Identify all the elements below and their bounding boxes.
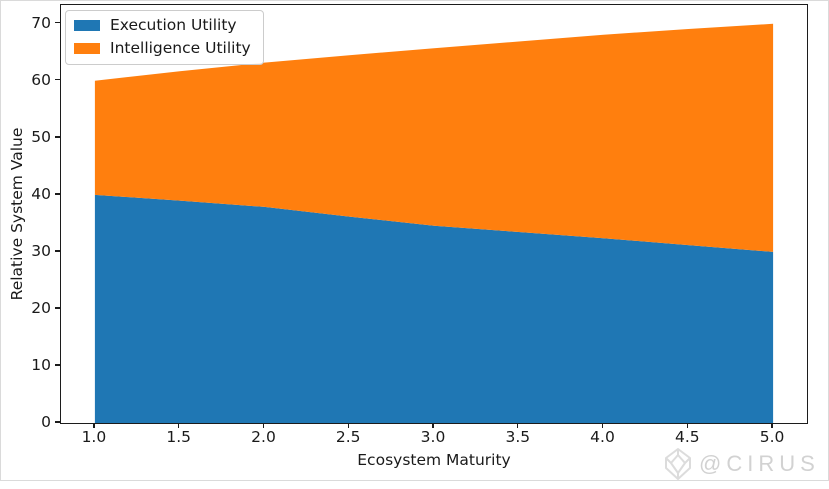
x-tick-label: 3.0 — [420, 428, 446, 446]
x-tick-mark — [347, 423, 349, 428]
cirus-diamond-logo-icon — [665, 448, 691, 480]
watermark: @CIRUS — [659, 446, 820, 482]
stacked-area-plot — [94, 23, 774, 423]
legend-entry: Intelligence Utility — [74, 40, 251, 57]
legend-label: Intelligence Utility — [110, 39, 251, 57]
x-tick-label: 2.0 — [251, 428, 276, 446]
x-tick-mark — [771, 423, 773, 428]
legend: Execution Utility Intelligence Utility — [65, 10, 264, 65]
x-tick-mark — [93, 423, 95, 428]
plot-area — [60, 4, 808, 424]
legend-label: Execution Utility — [110, 16, 237, 34]
x-tick-mark — [432, 423, 434, 428]
y-tick-label: 70 — [31, 13, 51, 32]
x-tick-label: 1.5 — [166, 428, 192, 446]
y-tick-label: 40 — [31, 184, 51, 203]
y-tick-mark — [55, 364, 60, 366]
y-tick-label: 30 — [31, 241, 51, 260]
y-tick-mark — [55, 79, 60, 81]
y-tick-mark — [55, 136, 60, 138]
x-tick-label: 4.0 — [590, 428, 615, 446]
x-tick-mark — [601, 423, 604, 428]
x-tick-mark — [686, 423, 688, 428]
area-intelligence-utility — [94, 23, 774, 252]
y-tick-label: 50 — [31, 127, 51, 146]
y-tick-label: 60 — [31, 70, 51, 89]
x-tick-label: 5.0 — [759, 428, 785, 446]
y-tick-label: 10 — [31, 356, 51, 374]
x-tick-label: 4.5 — [674, 428, 700, 446]
x-axis-label: Ecosystem Maturity — [357, 451, 511, 469]
x-tick-label: 2.5 — [335, 428, 361, 446]
x-tick-mark — [178, 423, 180, 428]
legend-swatch — [74, 43, 100, 54]
area-execution-utility — [94, 194, 774, 423]
x-tick-label: 3.5 — [505, 428, 531, 446]
y-tick-mark — [55, 250, 60, 252]
y-tick-mark — [55, 193, 60, 195]
y-tick-mark — [55, 22, 60, 24]
y-tick-label: 20 — [31, 298, 51, 317]
x-tick-label: 1.0 — [81, 428, 107, 446]
y-tick-mark — [55, 307, 60, 309]
x-tick-mark — [262, 423, 265, 428]
y-tick-mark — [55, 421, 60, 423]
legend-entry: Execution Utility — [74, 17, 251, 34]
x-tick-mark — [517, 423, 519, 428]
y-tick-label: 0 — [41, 413, 51, 431]
y-axis-label: Relative System Value — [8, 127, 26, 301]
watermark-text: @CIRUS — [699, 451, 820, 476]
legend-swatch — [74, 20, 100, 31]
